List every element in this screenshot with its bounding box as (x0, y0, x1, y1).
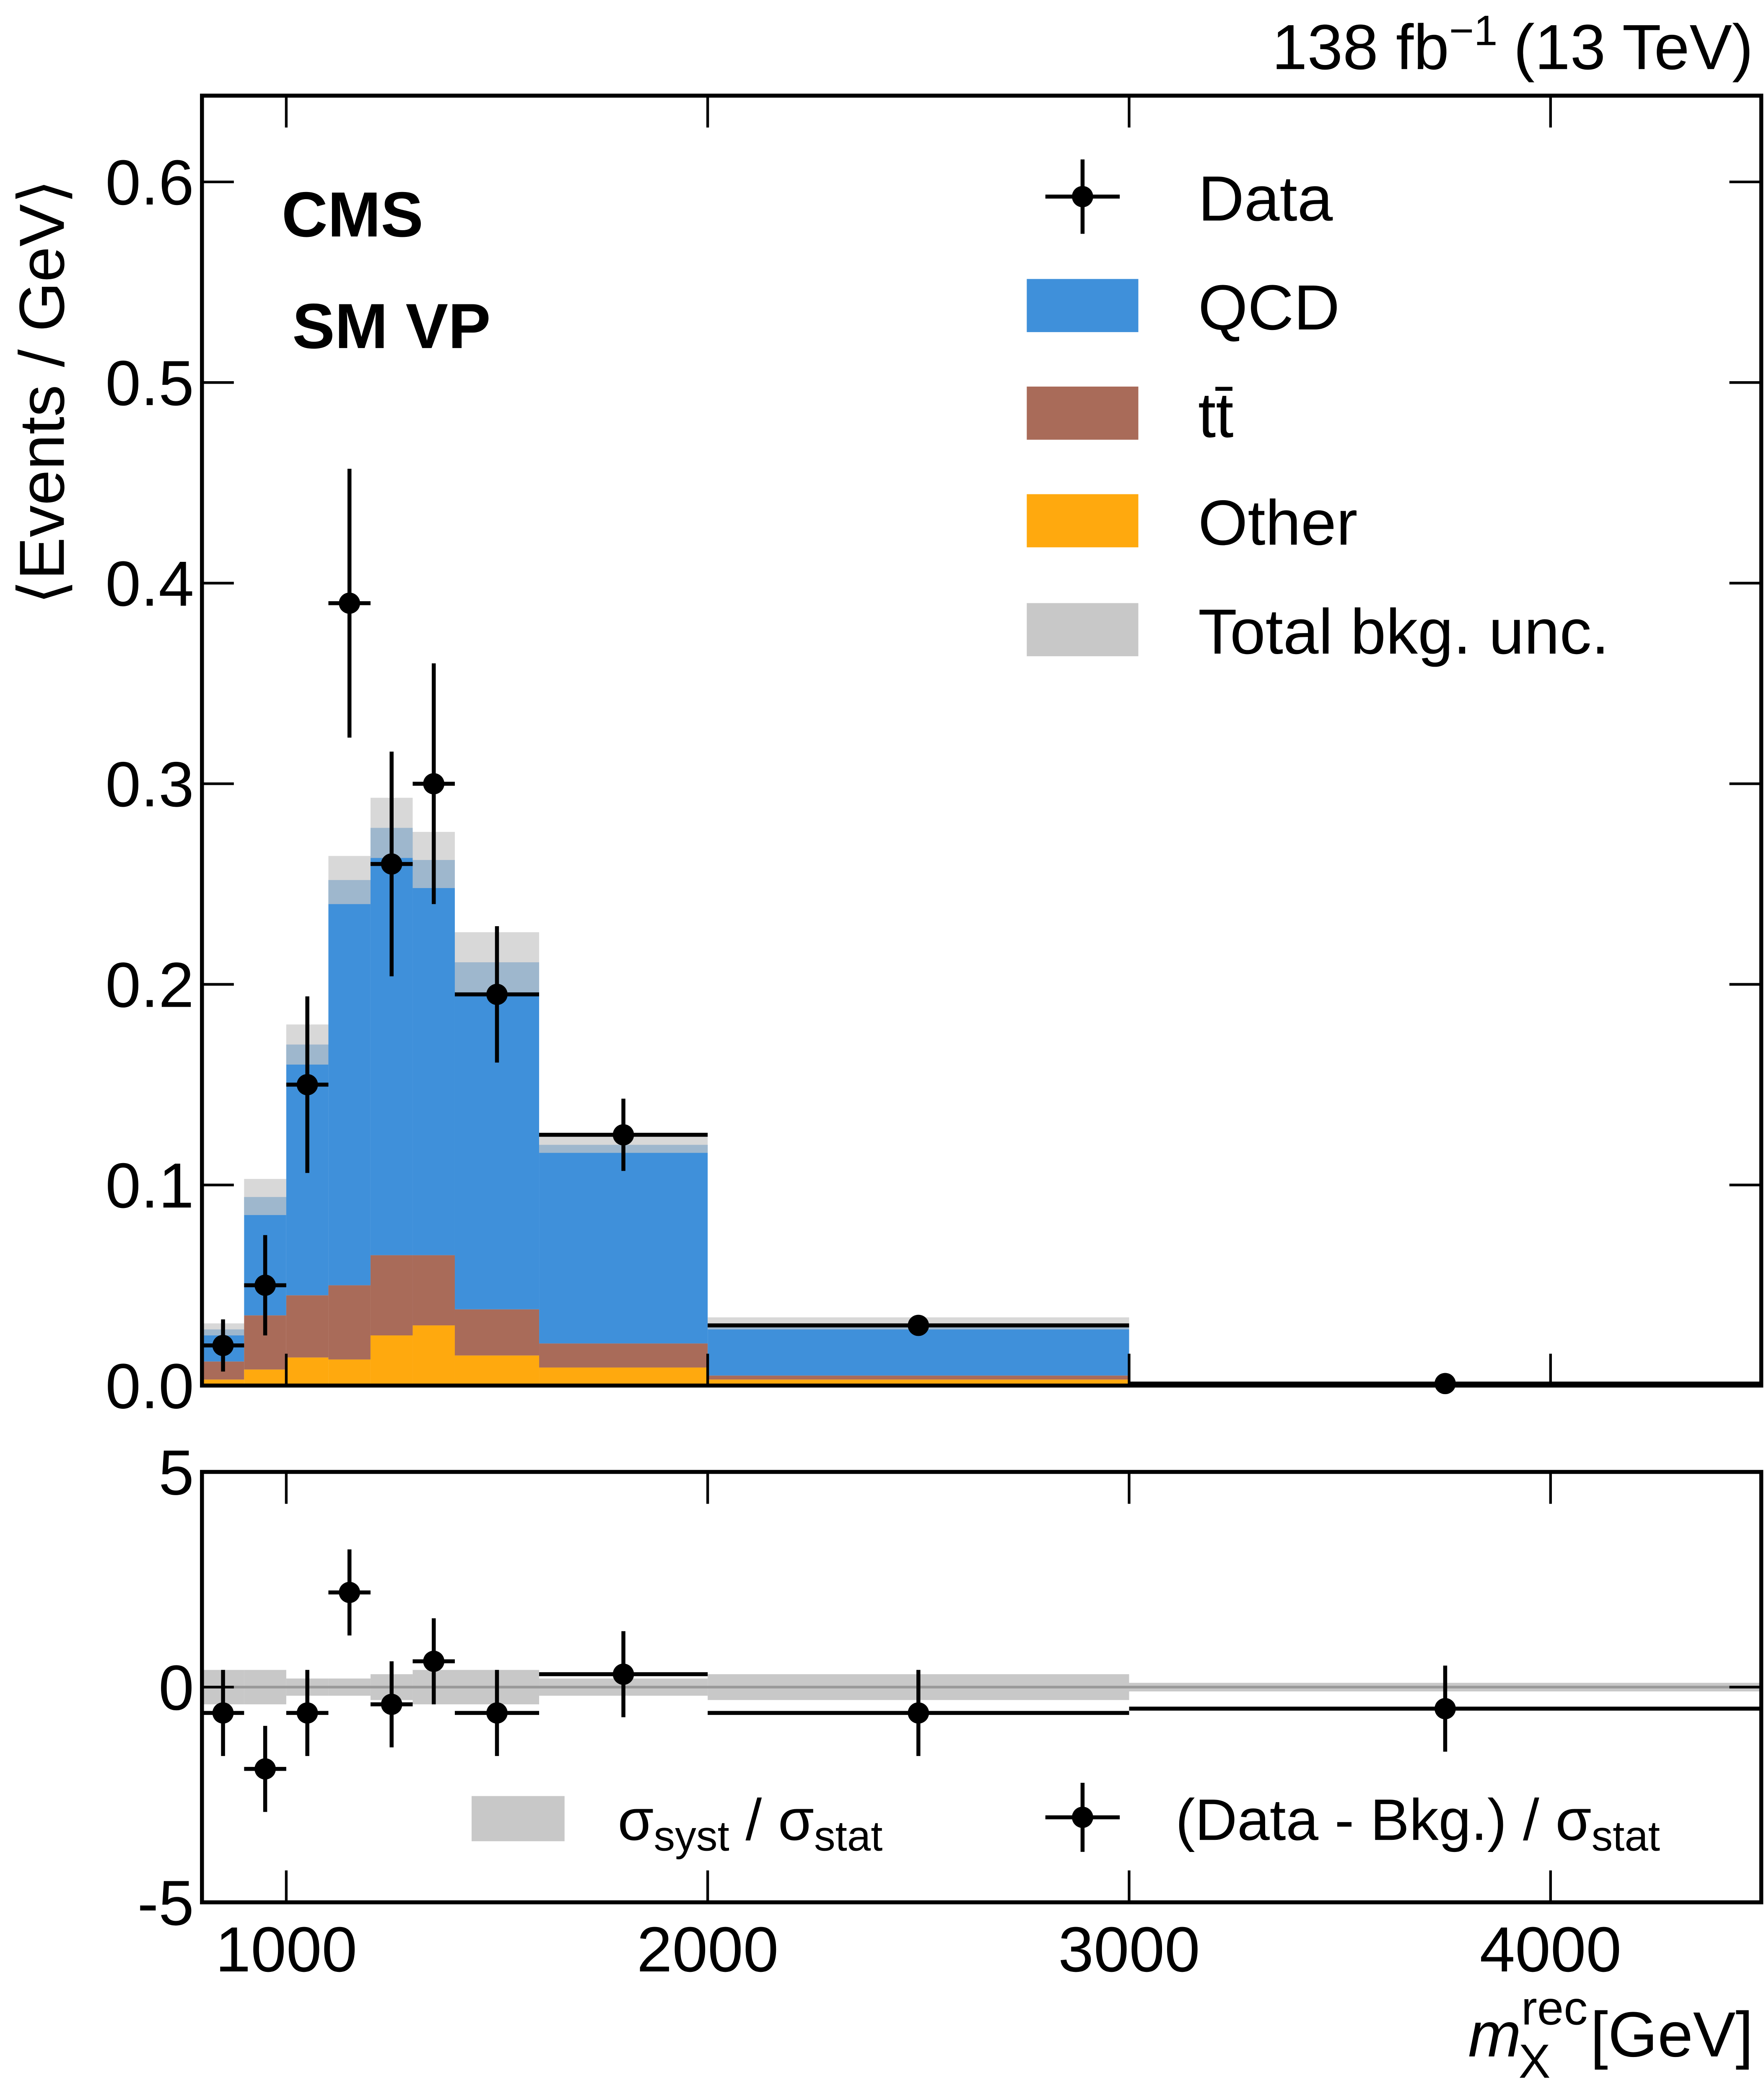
x-label-var: m (1468, 1999, 1521, 2070)
data-point (612, 1124, 634, 1145)
stack-bar (708, 1375, 1129, 1380)
y-tick-label: 0.4 (105, 548, 194, 620)
legend-label: Data (1198, 163, 1333, 234)
lumi-exponent: −1 (1449, 7, 1498, 55)
legend-label: QCD (1198, 272, 1340, 343)
data-point (254, 1275, 276, 1296)
data-point (381, 853, 402, 875)
y-tick-label: 0.5 (105, 348, 194, 419)
uncertainty-band (244, 1179, 286, 1215)
stack-bar (412, 1255, 455, 1326)
data-point (212, 1335, 234, 1356)
y-tick-label: 0.1 (105, 1150, 194, 1221)
ratio-point (381, 1693, 402, 1715)
stack-bar (454, 1355, 540, 1386)
legend-marker (1072, 186, 1093, 208)
legend-label: (Data - Bkg.) / σstat (1175, 1787, 1660, 1860)
data-point (908, 1314, 929, 1336)
stack-bar (454, 1309, 540, 1356)
stack-bar (539, 1367, 708, 1386)
x-axis-label: mrec X [GeV] (1468, 1982, 1753, 2083)
y-tick-label: 0.0 (105, 1351, 194, 1422)
ratio-point (339, 1582, 361, 1603)
stack-bar (412, 1325, 455, 1386)
stack-bar (412, 860, 455, 1255)
legend-swatch (471, 1796, 565, 1841)
x-label-unit: [GeV] (1590, 1999, 1754, 2070)
plot-frame (200, 94, 1764, 1388)
label-text: σ (617, 1787, 654, 1852)
ratio-point (423, 1650, 445, 1672)
stack-bar (244, 1369, 286, 1386)
lumi-text: 138 fb (1272, 12, 1449, 83)
y-tick-label: -5 (137, 1867, 194, 1939)
stack-bar (286, 1295, 329, 1358)
x-tick-label: 2000 (637, 1914, 778, 1985)
label-subscript: syst (654, 1813, 729, 1860)
x-label-sub: X (1519, 2035, 1551, 2083)
legend-swatch (1027, 603, 1139, 657)
ratio-point (212, 1702, 234, 1724)
stack-bar (370, 1255, 413, 1335)
legend-label: Total bkg. unc. (1198, 596, 1609, 667)
y-tick-label: 0.3 (105, 749, 194, 820)
data-point (1435, 1373, 1456, 1395)
y-axis-label: ⟨Events / GeV⟩ (6, 179, 78, 605)
label-text: / σ (729, 1787, 814, 1852)
ratio-point (296, 1702, 318, 1724)
data-point (339, 592, 361, 614)
legend-swatch (1027, 279, 1139, 332)
uncertainty-band (328, 856, 371, 904)
label-text: (Data - Bkg.) / σ (1175, 1787, 1591, 1852)
label-subscript: stat (1591, 1813, 1660, 1860)
x-tick-label: 4000 (1480, 1914, 1621, 1985)
ratio-point (612, 1663, 634, 1685)
stack-bar (286, 1357, 329, 1386)
stack-bar (328, 1359, 371, 1386)
stack-bar (539, 1343, 708, 1368)
ratio-point (486, 1702, 508, 1724)
x-label-sup: rec (1521, 1982, 1588, 2035)
data-point (423, 773, 445, 795)
ratio-point (1435, 1698, 1456, 1719)
y-tick-label: 5 (158, 1437, 194, 1508)
experiment-label: CMS (282, 179, 423, 250)
stack-bar (370, 1335, 413, 1386)
x-tick-label: 3000 (1058, 1914, 1200, 1985)
stack-bar (539, 1145, 708, 1344)
subtitle: SM VP (292, 291, 490, 362)
plot-frame (200, 1470, 1764, 1904)
energy-text: (13 TeV) (1513, 12, 1753, 83)
x-tick-label: 1000 (215, 1914, 357, 1985)
y-tick-label: 0.2 (105, 950, 194, 1021)
legend-label: tt̄ (1198, 379, 1234, 451)
legend-label: σsyst / σstat (617, 1787, 882, 1860)
legend-swatch (1027, 386, 1139, 440)
data-point (296, 1074, 318, 1096)
lumi-label: 138 fb−1 (13 TeV) (1272, 7, 1753, 83)
y-tick-label: 0 (158, 1652, 194, 1724)
legend-label: Other (1198, 487, 1357, 558)
data-point (486, 984, 508, 1005)
stack-bar (328, 880, 371, 1286)
ratio-point (254, 1758, 276, 1780)
legend-swatch (1027, 494, 1139, 548)
label-subscript: stat (814, 1813, 882, 1860)
ratio-point (908, 1702, 929, 1724)
legend-marker (1072, 1806, 1093, 1828)
y-tick-label: 0.6 (105, 147, 194, 218)
stack-bar (328, 1285, 371, 1360)
